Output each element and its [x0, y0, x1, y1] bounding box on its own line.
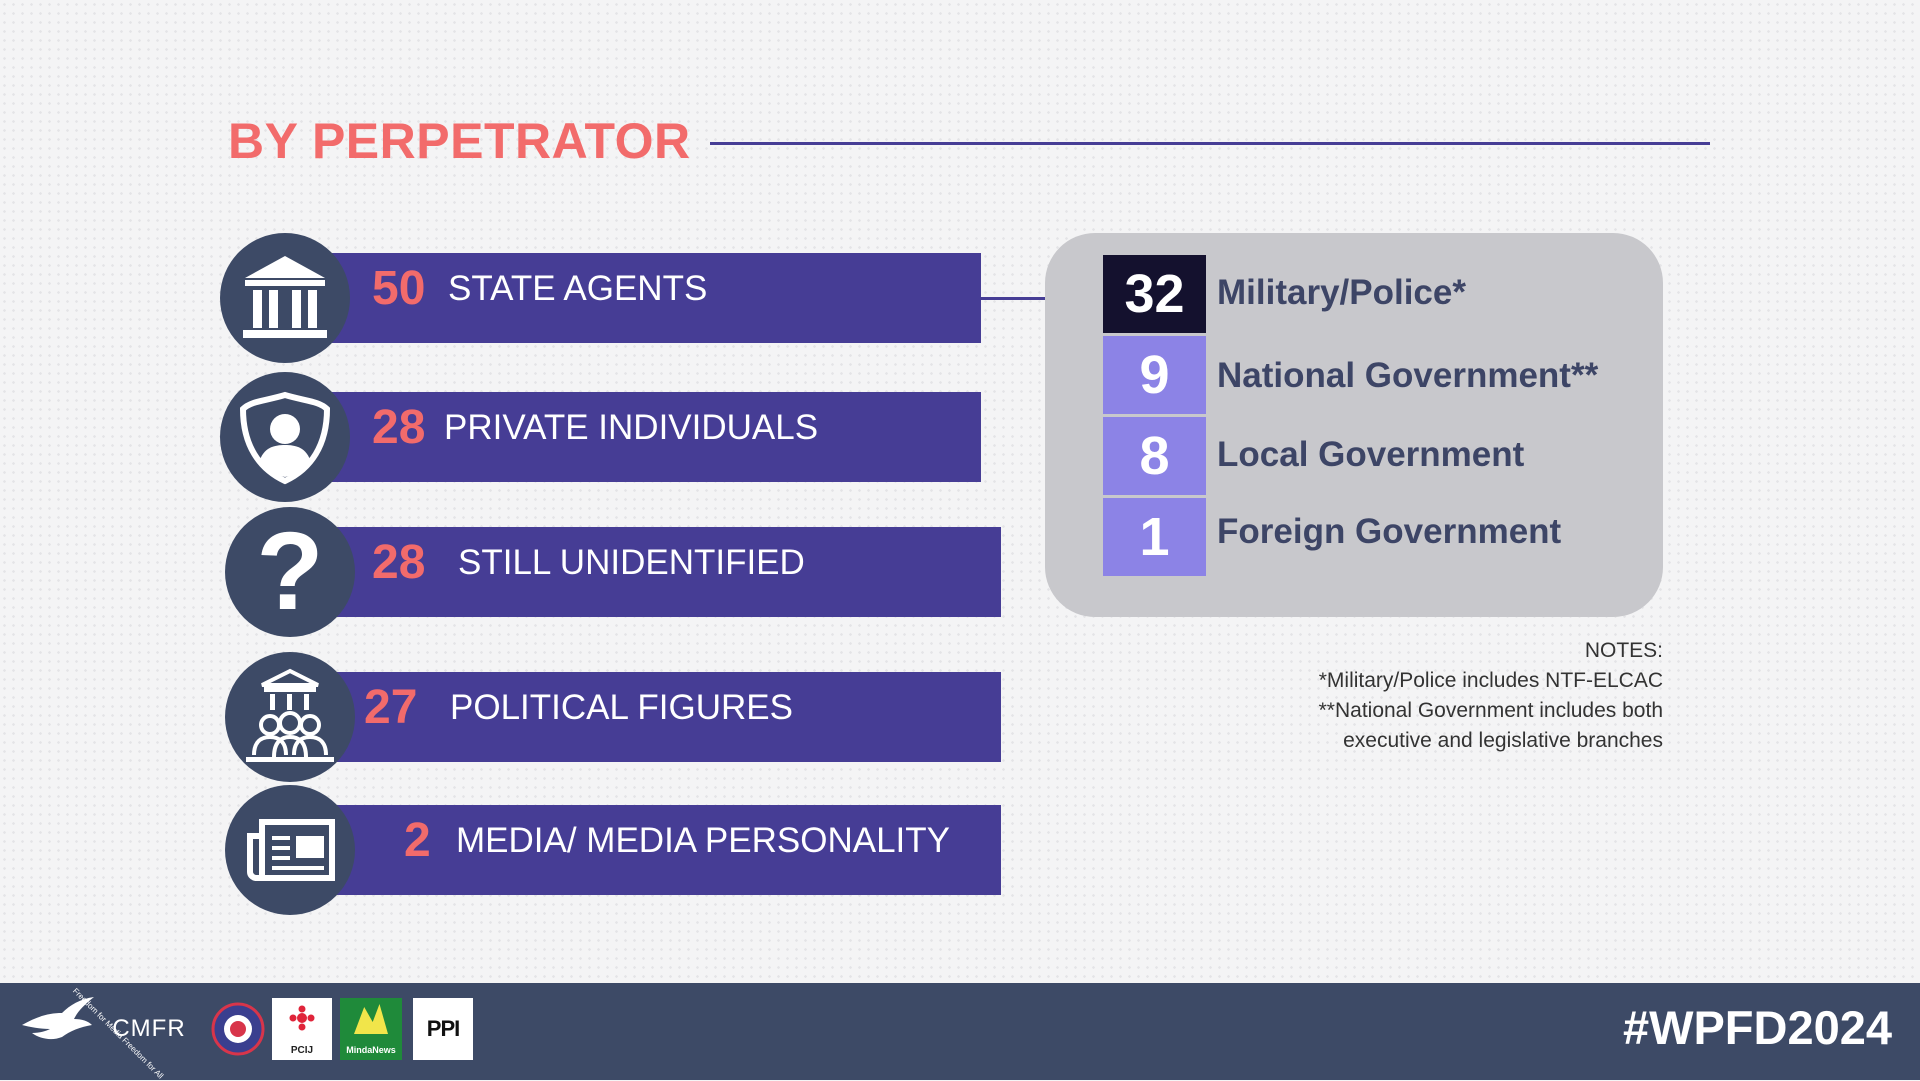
category-row-media: 2 MEDIA/ MEDIA PERSONALITY [220, 785, 1001, 915]
breakdown-count: 9 [1103, 336, 1206, 414]
notes-block: NOTES: *Military/Police includes NTF-ELC… [1319, 636, 1663, 756]
category-count: 28 [372, 401, 426, 454]
category-row-political-figures: 27 POLITICAL FIGURES [220, 652, 1001, 782]
category-label: STATE AGENTS [448, 269, 708, 308]
newspaper-icon [225, 785, 355, 915]
category-bar [315, 527, 1001, 617]
category-row-private-individuals: 28 PRIVATE INDIVIDUALS [220, 372, 981, 502]
ppi-logo: PPI [413, 998, 473, 1060]
category-count: 50 [372, 262, 426, 315]
breakdown-label: National Government** [1217, 356, 1599, 395]
hashtag: #WPFD2024 [1622, 1001, 1892, 1054]
breakdown-row-local-government: 8 Local Government [1103, 417, 1663, 495]
freedom-bird-logo: Freedom for Media Freedom for All [18, 986, 165, 1081]
breakdown-row-national-government: 9 National Government** [1103, 336, 1663, 414]
notes-line: *Military/Police includes NTF-ELCAC [1318, 669, 1663, 692]
breakdown-label: Military/Police* [1217, 273, 1466, 312]
notes-line: **National Government includes both [1318, 699, 1663, 722]
breakdown-count: 8 [1103, 417, 1206, 495]
category-label: PRIVATE INDIVIDUALS [444, 408, 819, 447]
journalists-seal-logo [210, 998, 266, 1060]
notes-heading: NOTES: [1584, 639, 1663, 662]
breakdown-row-military-police: 32 Military/Police* [1103, 255, 1663, 333]
page-title: BY PERPETRATOR [228, 113, 691, 169]
pcij-logo: PCIJ [272, 998, 332, 1060]
category-bar [315, 672, 1001, 762]
category-row-still-unidentified: ? 28 STILL UNIDENTIFIED [220, 507, 1001, 637]
category-count: 28 [372, 536, 426, 589]
notes-line: executive and legislative branches [1343, 729, 1663, 752]
government-building-icon [220, 233, 350, 363]
breakdown-row-foreign-government: 1 Foreign Government [1103, 498, 1663, 576]
category-label: STILL UNIDENTIFIED [458, 543, 805, 582]
mindanews-logo: MindaNews [340, 998, 402, 1060]
category-row-state-agents: 50 STATE AGENTS [220, 233, 981, 363]
category-count: 27 [364, 681, 418, 734]
breakdown-label: Foreign Government [1217, 512, 1562, 551]
breakdown-label: Local Government [1217, 435, 1525, 474]
category-label: MEDIA/ MEDIA PERSONALITY [456, 821, 950, 860]
breakdown-count: 32 [1103, 255, 1206, 333]
category-count: 2 [404, 814, 431, 867]
question-mark-icon: ? [225, 507, 355, 637]
connector-line [961, 297, 1049, 300]
person-shield-icon [220, 372, 350, 502]
cmfr-logo: CMFR [112, 1015, 186, 1042]
footer-bar: Freedom for Media Freedom for All CMFR P… [0, 983, 1920, 1081]
category-bar [315, 805, 1001, 895]
breakdown-count: 1 [1103, 498, 1206, 576]
category-bar [315, 392, 981, 482]
category-bar [315, 253, 981, 343]
category-label: POLITICAL FIGURES [450, 688, 793, 727]
title-divider [710, 142, 1710, 145]
political-figures-icon [225, 652, 355, 782]
